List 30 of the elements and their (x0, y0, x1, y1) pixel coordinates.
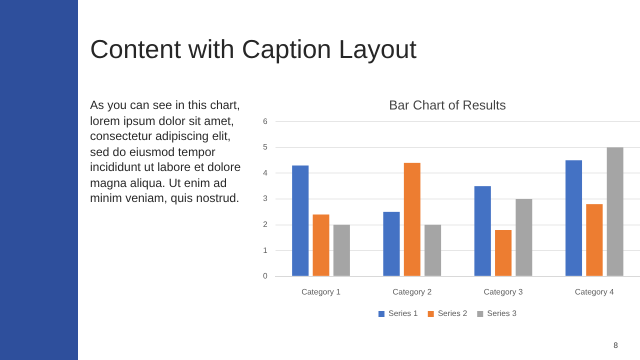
x-tick-label: Category 3 (484, 287, 524, 296)
y-tick-label: 6 (262, 116, 268, 126)
text: 8 (614, 341, 618, 350)
bar (586, 204, 603, 276)
legend-label: Series 3 (487, 309, 518, 318)
bar (312, 214, 330, 276)
x-tick-label: Category 2 (392, 287, 432, 296)
legend-label: Series 1 (388, 309, 418, 318)
bar (606, 147, 624, 276)
bar (566, 160, 582, 276)
bar (516, 199, 532, 276)
bar (404, 162, 420, 276)
bar (383, 212, 400, 276)
y-tick-label: 3 (262, 194, 268, 204)
y-tick-label: 1 (262, 246, 268, 255)
text: As you can see in this chart, lorem ipsum dolor sit amet, consectetur adipiscing elit, sed do eiusmod tempor incididunt ut labore et dolore magna aliqua. Ut enim ad minim veniam, quis nostrud. (90, 98, 242, 206)
bar (474, 186, 491, 276)
legend-label: Series 2 (438, 309, 468, 318)
y-tick-label: 4 (262, 168, 268, 178)
y-tick-label: 5 (262, 142, 268, 152)
text: Content with Caption Layout (90, 34, 417, 65)
bar (292, 165, 309, 276)
chart-title: Bar Chart of Results (388, 97, 507, 112)
bar (495, 230, 512, 276)
y-tick-label: 2 (262, 220, 268, 230)
bar (333, 224, 350, 276)
bar (424, 224, 442, 276)
x-tick-label: Category 1 (301, 287, 342, 296)
y-tick-label: 0 (262, 272, 268, 281)
x-tick-label: Category 4 (574, 287, 615, 296)
